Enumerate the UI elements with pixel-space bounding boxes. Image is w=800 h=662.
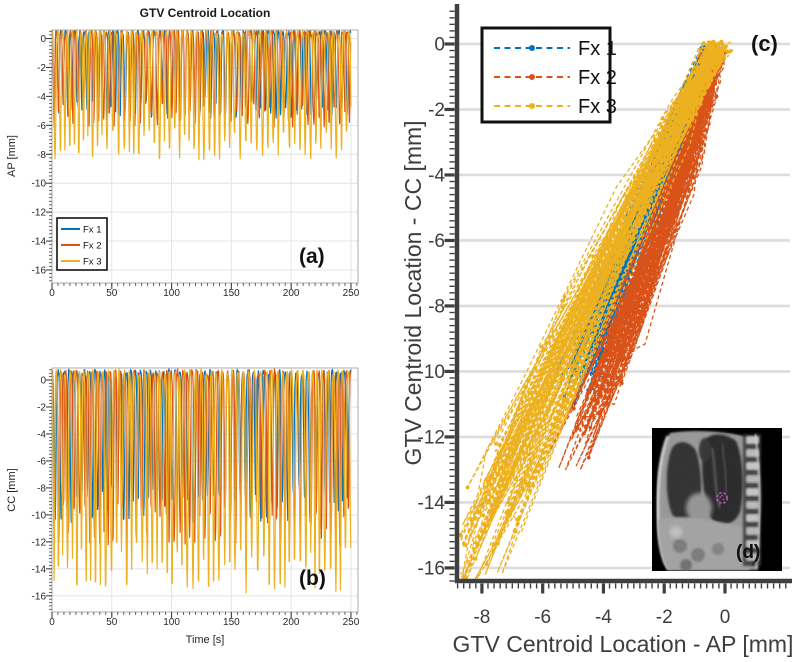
- x-tick-label: 100: [163, 288, 180, 299]
- y-tick-label: -2: [37, 402, 46, 413]
- y-tick-label: -2: [428, 100, 445, 121]
- panel-label: (b): [299, 567, 326, 590]
- y-tick-label: -14: [418, 493, 446, 514]
- series-fx-2: [52, 30, 352, 128]
- x-axis-label: Time [s]: [186, 634, 225, 646]
- y-tick-label: -12: [32, 537, 47, 548]
- y-tick-label: -4: [37, 429, 46, 440]
- y-tick-label: -16: [32, 591, 47, 602]
- legend-entry-label: Fx 2: [83, 241, 101, 252]
- legend-entry-label: Fx 1: [578, 38, 617, 60]
- x-tick-label: 0: [49, 617, 55, 628]
- x-tick-label: 250: [343, 288, 360, 299]
- mri-noise-grain: [656, 431, 762, 570]
- y-tick-label: -10: [418, 362, 445, 383]
- y-tick-label: -14: [32, 564, 47, 575]
- x-tick-label: -2: [656, 607, 673, 628]
- series-fx-3: [458, 39, 733, 581]
- axes: 0 50 100 150 200 250 0 -2 -4 -6 -8 -10 -12 -14 -16: [32, 29, 360, 299]
- y-tick-label: -12: [32, 208, 47, 219]
- x-tick-label: 0: [720, 607, 731, 628]
- x-tick-label: -6: [534, 607, 551, 628]
- x-tick-label: 50: [106, 288, 118, 299]
- y-axis-label: CC [mm]: [6, 468, 18, 511]
- y-tick-label: 0: [40, 34, 46, 45]
- x-tick-label: 50: [106, 617, 118, 628]
- y-tick-label: -6: [428, 231, 445, 252]
- panel-label: (c): [751, 31, 778, 56]
- x-tick-label: 150: [223, 288, 240, 299]
- y-tick-label: -8: [428, 296, 445, 317]
- inset-panel-label: (d): [736, 542, 760, 563]
- mri-sagittal-image: (d): [652, 428, 782, 571]
- mri-inset-panel-d: (d): [652, 428, 782, 571]
- legend: Fx 1 Fx 2 Fx 3: [480, 26, 617, 124]
- series-fx-3: [52, 30, 352, 161]
- series-fx-3: [52, 368, 352, 594]
- gtv-contour: [716, 492, 729, 505]
- y-tick-label: -12: [418, 427, 445, 448]
- y-tick-label: -14: [32, 237, 47, 248]
- legend-entry-label: Fx 3: [578, 96, 617, 118]
- y-tick-label: -6: [37, 121, 46, 132]
- series-lines: [52, 368, 352, 594]
- x-tick-label: 200: [283, 288, 300, 299]
- axes: 0 50 100 150 200 250 0 -2 -4 -6 -8 -10 -12 -14 -16: [32, 367, 360, 628]
- x-tick-label: -4: [595, 607, 612, 628]
- plot-title: GTV Centroid Location: [140, 6, 271, 20]
- y-tick-label: -2: [37, 63, 46, 74]
- x-tick-label: 250: [343, 617, 360, 628]
- scatter-trajectories: [458, 39, 733, 581]
- y-axis-label: AP [mm]: [6, 135, 18, 177]
- y-tick-label: 0: [40, 376, 46, 387]
- legend: Fx 1 Fx 2 Fx 3: [56, 217, 108, 271]
- series-lines: [52, 30, 352, 161]
- legend-entry-label: Fx 2: [578, 67, 617, 89]
- y-tick-label: -8: [37, 483, 46, 494]
- x-tick-label: 200: [283, 617, 300, 628]
- panel-label: (a): [299, 245, 325, 268]
- y-tick-label: -16: [418, 558, 445, 579]
- y-tick-label: -4: [37, 92, 46, 103]
- x-axis-label: GTV Centroid Location - AP [mm]: [453, 631, 794, 657]
- legend-entry-label: Fx 3: [83, 257, 101, 268]
- x-tick-label: 150: [223, 617, 240, 628]
- y-tick-label: -8: [37, 150, 46, 161]
- y-axis-label: GTV Centroid Location - CC [mm]: [400, 120, 426, 465]
- y-tick-label: -10: [32, 510, 47, 521]
- axes: -8 -6 -4 -2 0 0 -2 -4 -6 -8 -10 -12 -14 -16: [418, 4, 792, 628]
- plot-c-cc-vs-ap-scatter: -8 -6 -4 -2 0 0 -2 -4 -6 -8 -10 -12 -14 -16 GTV Centro…: [400, 4, 794, 657]
- plot-a-ap-vs-time: 0 50 100 150 200 250 0 -2 -4 -6 -8 -10 -12 -14 -16 GTV …: [6, 6, 360, 299]
- y-tick-label: -16: [32, 265, 47, 276]
- x-tick-label: 100: [163, 617, 180, 628]
- plot-b-cc-vs-time: 0 50 100 150 200 250 0 -2 -4 -6 -8 -10 -12 -14 -16 Time…: [6, 367, 360, 646]
- x-tick-label: 0: [49, 288, 55, 299]
- legend-entry-label: Fx 1: [83, 225, 101, 236]
- x-tick-label: -8: [473, 607, 490, 628]
- y-tick-label: -6: [37, 456, 46, 467]
- y-tick-label: -10: [32, 179, 47, 190]
- y-tick-label: 0: [434, 34, 445, 55]
- y-tick-label: -4: [428, 165, 445, 186]
